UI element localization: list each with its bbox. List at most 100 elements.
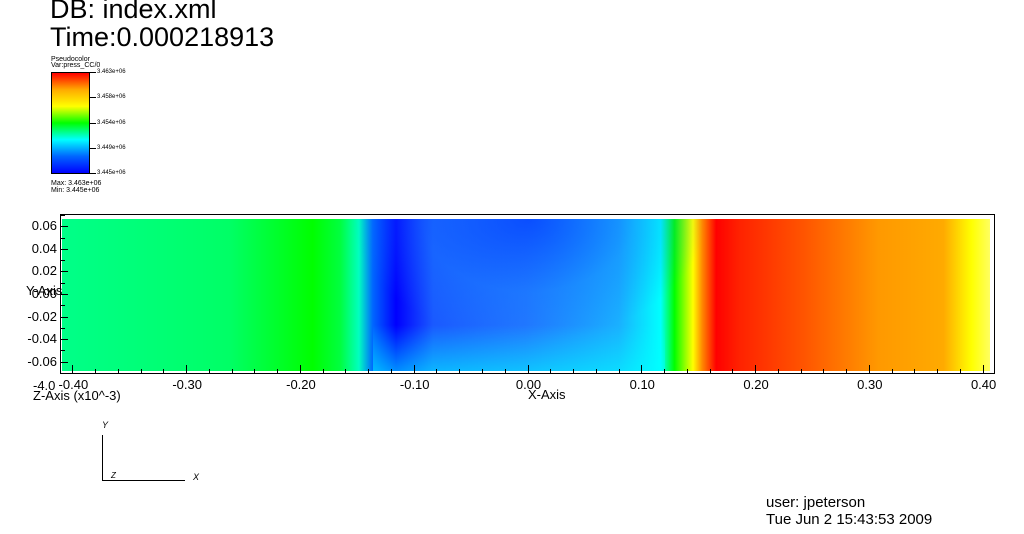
- y-tick-mark: [61, 316, 68, 318]
- x-tick-mark: [937, 369, 939, 373]
- x-tick-label: -0.10: [399, 377, 430, 392]
- x-tick-mark: [345, 369, 347, 373]
- x-tick-mark: [322, 369, 324, 373]
- y-tick-mark: [61, 237, 65, 239]
- x-tick-mark: [504, 369, 506, 373]
- user-label: user: jpeterson: [766, 494, 866, 511]
- x-tick-mark: [914, 369, 916, 373]
- legend-tick-mark: [90, 97, 96, 99]
- legend-tick-label: 3.458e+06: [97, 94, 126, 101]
- x-tick-mark: [254, 369, 256, 373]
- y-tick-mark: [61, 373, 65, 374]
- z-axis-overlap-tick: -4.0: [33, 378, 56, 393]
- y-tick-label: -0.06: [27, 353, 57, 369]
- x-tick-mark: [732, 369, 734, 373]
- z-axis-title: Z-Axis (x10^-3): [33, 388, 121, 403]
- x-tick-mark: [755, 365, 757, 373]
- x-tick-mark: [299, 365, 301, 373]
- y-tick-mark: [61, 305, 65, 307]
- x-tick-label: -0.20: [286, 377, 316, 392]
- x-tick-mark: [140, 369, 142, 373]
- x-tick-mark: [823, 369, 825, 373]
- pseudocolor-field: [62, 219, 990, 371]
- x-tick-mark: [459, 369, 461, 373]
- legend-tick-label: 3.454e+06: [97, 119, 126, 126]
- x-tick-mark: [641, 365, 643, 373]
- x-tick-mark: [618, 369, 620, 373]
- triad-z-label: Z: [111, 471, 116, 480]
- y-tick-mark: [61, 260, 65, 262]
- legend-tick-mark: [90, 173, 96, 174]
- x-tick-mark: [777, 369, 779, 373]
- x-tick-mark: [413, 365, 415, 373]
- x-tick-mark: [368, 369, 370, 373]
- x-tick-mark: [186, 365, 188, 373]
- legend-tick-label: 3.463e+06: [97, 69, 126, 75]
- y-tick-mark: [61, 282, 65, 284]
- legend-color-bar: [51, 72, 90, 174]
- db-title: DB: index.xml: [50, 0, 217, 24]
- x-tick-mark: [709, 369, 711, 373]
- legend-tick-label: 3.445e+06: [97, 170, 126, 176]
- y-tick-label: 0.02: [31, 263, 57, 279]
- date-label: Tue Jun 2 15:43:53 2009: [766, 511, 933, 528]
- x-tick-mark: [846, 369, 848, 373]
- x-tick-label: -0.30: [172, 377, 202, 392]
- x-tick-mark: [390, 369, 392, 373]
- x-tick-mark: [527, 365, 529, 373]
- x-tick-mark: [208, 369, 210, 373]
- x-tick-mark: [800, 369, 802, 373]
- y-tick-mark: [61, 271, 68, 273]
- legend-max-label: Max: 3.463e+06: [51, 180, 102, 187]
- x-tick-label: 0.40: [970, 377, 997, 392]
- x-tick-mark: [277, 369, 279, 373]
- x-tick-mark: [72, 365, 74, 373]
- y-tick-label: -0.02: [27, 308, 57, 324]
- y-tick-mark: [61, 339, 68, 341]
- triad-x-label: X: [193, 472, 200, 482]
- y-axis-title: Y-Axis: [26, 283, 63, 298]
- legend-tick-mark: [90, 147, 96, 149]
- legend-tick-label: 3.449e+06: [97, 144, 126, 151]
- triad-y-line: [102, 435, 103, 481]
- triad-y-label: Y: [102, 420, 109, 430]
- x-tick-label: 0.10: [629, 377, 655, 392]
- y-tick-label: 0.04: [31, 240, 57, 256]
- x-tick-mark: [982, 365, 984, 373]
- time-title: Time:0.000218913: [50, 22, 275, 52]
- y-tick-mark: [61, 248, 68, 250]
- legend-tick-mark: [90, 72, 96, 73]
- x-tick-label: 0.00: [515, 377, 542, 392]
- x-tick-mark: [686, 369, 688, 373]
- x-tick-mark: [891, 369, 893, 373]
- plot-frame: [60, 214, 995, 374]
- x-tick-label: 0.30: [857, 377, 883, 392]
- x-tick-mark: [481, 369, 483, 373]
- x-tick-mark: [595, 369, 597, 373]
- x-tick-mark: [163, 369, 165, 373]
- y-tick-mark: [61, 327, 65, 329]
- legend-title: Pseudocolor: [51, 56, 90, 63]
- y-tick-label: 0.06: [31, 218, 57, 234]
- x-tick-label: -0.40: [58, 377, 89, 392]
- x-tick-mark: [573, 369, 574, 373]
- x-tick-mark: [231, 369, 233, 373]
- legend-min-label: Min: 3.445e+06: [51, 187, 100, 194]
- y-tick-mark: [61, 294, 68, 295]
- x-tick-mark: [868, 365, 870, 373]
- legend-tick-mark: [90, 122, 96, 124]
- x-tick-mark: [95, 369, 97, 373]
- x-tick-mark: [436, 369, 438, 373]
- y-tick-mark: [61, 350, 65, 352]
- x-axis-title: X-Axis: [528, 387, 566, 402]
- y-tick-label: -0.04: [27, 331, 57, 347]
- x-tick-mark: [959, 369, 961, 373]
- x-tick-mark: [550, 369, 552, 373]
- y-tick-mark: [61, 361, 68, 363]
- y-tick-label: 0.00: [31, 286, 57, 301]
- y-tick-mark: [61, 215, 65, 216]
- triad-x-line: [102, 480, 185, 481]
- y-tick-mark: [61, 226, 68, 228]
- legend-variable-label: Var:press_CC/0: [51, 62, 101, 69]
- x-tick-mark: [117, 369, 119, 373]
